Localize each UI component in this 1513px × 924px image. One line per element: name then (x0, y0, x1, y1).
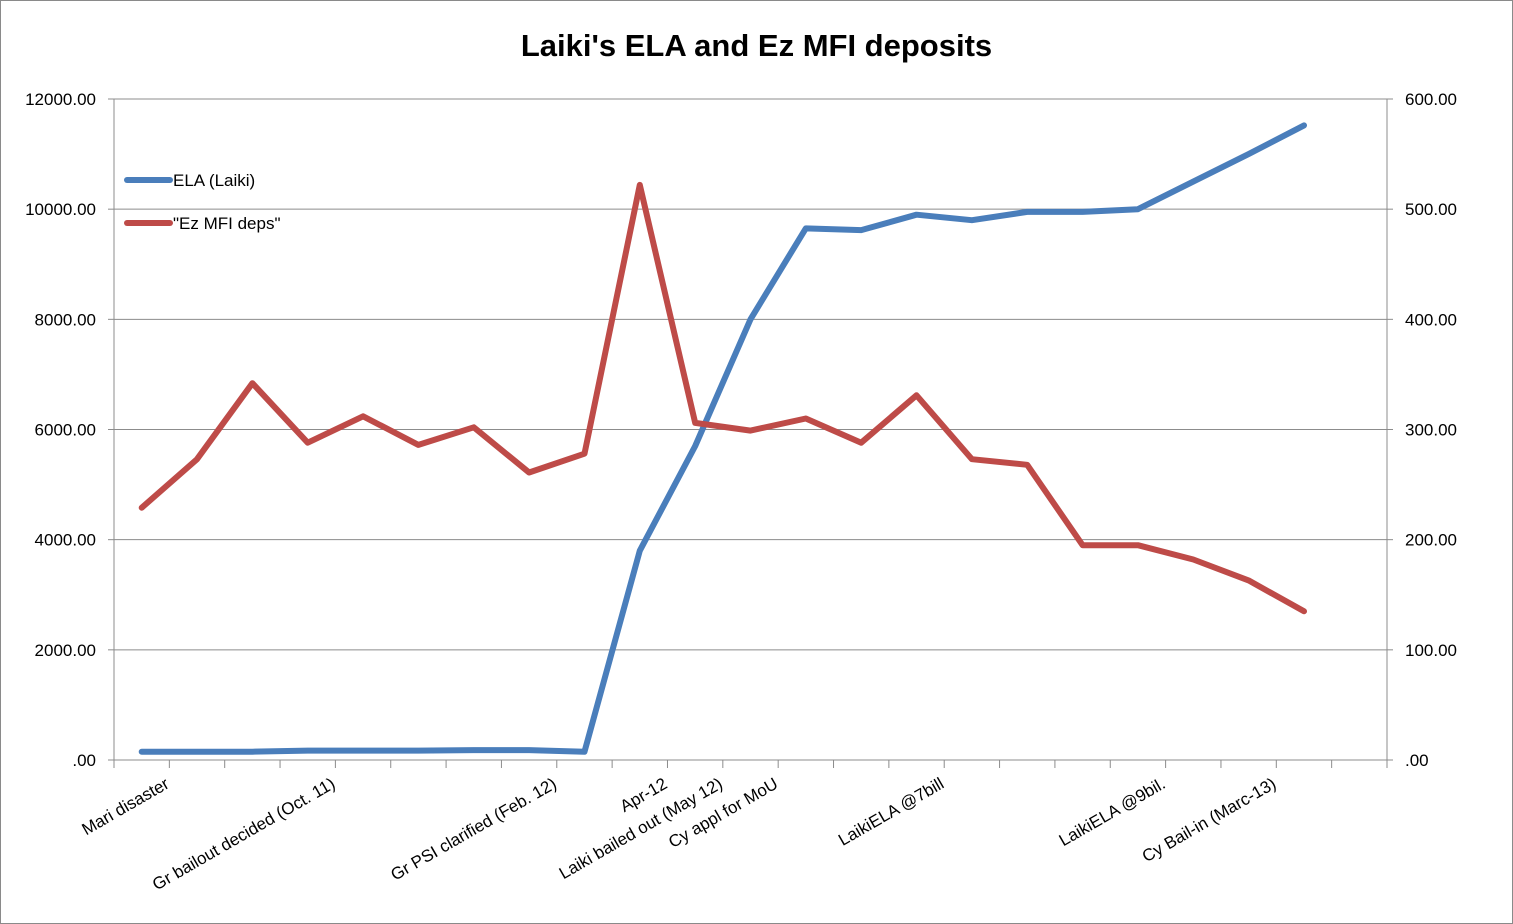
x-tick-label: Gr PSI clarified (Feb. 12) (387, 774, 559, 884)
left-tick-label: .00 (72, 751, 96, 770)
left-tick-label: 8000.00 (35, 310, 96, 329)
series-lines (138, 122, 1307, 755)
right-tick-label: 400.00 (1405, 310, 1457, 329)
legend-label: ELA (Laiki) (173, 171, 255, 190)
left-tick-label: 2000.00 (35, 641, 96, 660)
legend: ELA (Laiki) "Ez MFI deps" (124, 171, 281, 233)
left-tick-label: 12000.00 (25, 90, 96, 109)
right-tick-label: 300.00 (1405, 421, 1457, 440)
legend-label: "Ez MFI deps" (173, 214, 281, 233)
left-tick-label: 10000.00 (25, 200, 96, 219)
series-line-ela-laiki (138, 122, 1307, 755)
right-tick-label: .00 (1405, 751, 1429, 770)
right-axis-ticks: .00 100.00 200.00 300.00 400.00 500.00 600.00 (1387, 90, 1457, 770)
left-axis-ticks: .00 2000.00 4000.00 6000.00 8000.00 10000.00 1… (25, 90, 114, 770)
left-tick-label: 4000.00 (35, 531, 96, 550)
right-tick-label: 200.00 (1405, 531, 1457, 550)
right-tick-label: 100.00 (1405, 641, 1457, 660)
x-tick-label: Gr bailout decided (Oct. 11) (149, 774, 338, 894)
x-tick-label: Mari disaster (79, 774, 173, 839)
left-tick-label: 6000.00 (35, 421, 96, 440)
x-tick-label: LaikiELA @9bil. (1056, 774, 1169, 850)
series-line-ez-mfi-deps (138, 181, 1307, 615)
x-tick-label: LaikiELA @7bill (835, 774, 947, 850)
right-tick-label: 600.00 (1405, 90, 1457, 109)
chart-title: Laiki's ELA and Ez MFI deposits (520, 28, 993, 63)
right-tick-label: 500.00 (1405, 200, 1457, 219)
